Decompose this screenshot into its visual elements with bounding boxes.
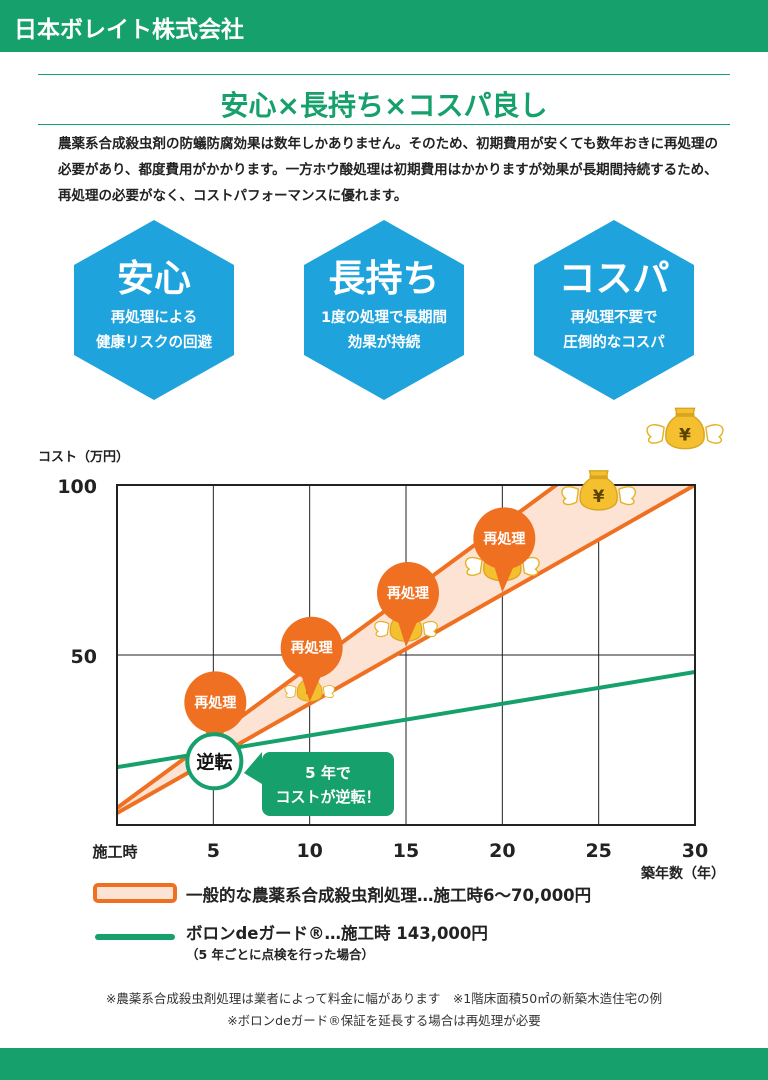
x-tick-label: 5 [207,840,220,862]
bubble-circle [184,671,247,734]
x-tick-label: 施工時 [92,843,137,861]
legend-band-label: 一般的な農薬系合成殺虫剤処理…施工時6〜70,000円 [186,886,592,905]
feature-desc-line: 健康リスクの回避 [96,335,212,351]
feature-title: 安心 [117,257,191,300]
cost-chart: 施工時5101520253050100コスト（万円）築年数（年）¥¥¥¥¥再処理… [38,407,725,880]
retreatment-bubble: 再処理 [473,507,536,593]
callout-box [262,752,394,816]
crossover-marker [185,732,244,791]
legend-swatches [93,883,177,940]
x-tick-label: 25 [585,840,611,862]
wing-right [422,620,438,638]
lead-paragraph: 農薬系合成殺虫剤の防蟻防腐効果は数年しかありません。そのため、初期費用が安くても… [58,136,719,204]
legend-line-label: ボロンdeガード®…施工時 143,000円 [186,924,488,943]
feature-title: 長持ち [328,257,440,300]
retreatment-bubble: 再処理 [184,671,247,757]
wing-right [705,424,724,444]
bag-body [665,407,705,450]
wing-left [561,486,580,506]
legend-band-swatch [93,883,177,903]
headline: 安心×長持ち×コスパ良し [220,89,548,122]
x-tick-label: 15 [393,840,419,862]
wing-right [521,556,540,576]
callout-pointer [244,752,262,784]
bag-tie [589,475,608,480]
moneybag-icon: ¥ [646,407,724,450]
bubble-circle [473,507,536,570]
retreatment-bubble: 再処理 [280,616,343,702]
y-axis-label: コスト（万円） [38,449,129,465]
wing-left [284,685,297,698]
callout-line: コストが逆転！ [275,788,380,806]
footnote: ※ボロンdeガード®保証を延長する場合は再処理が必要 [227,1013,541,1028]
bubble-label: 再処理 [291,640,333,657]
x-tick-label: 20 [489,840,515,862]
plot-frame [116,484,696,826]
retreatment-bubble: 再処理 [377,562,439,648]
bag-body [579,470,618,511]
wing-left [646,424,665,444]
wing-right [322,685,335,698]
bubble-label: 再処理 [194,694,236,711]
y-tick-label: 50 [71,646,97,668]
legend-line-note: （5 年ごとに点検を行った場合） [186,947,375,962]
headline-top-rule [38,74,730,75]
feature-title: コスパ [558,257,670,300]
x-tick-label: 30 [682,840,708,862]
feature-desc-line: 再処理による [110,310,198,326]
y-tick-label: 100 [57,476,97,498]
bubble-circle [280,616,343,679]
moneybag-icon: ¥ [561,470,637,511]
wing-left [374,620,390,638]
feature-desc-line: 再処理不要で [570,310,658,326]
bubble-circle [377,562,439,625]
bag-tie [675,413,695,417]
feature-hexagon: 安心 再処理による 健康リスクの回避 [74,220,234,400]
footnote: ※農薬系合成殺虫剤処理は業者によって料金に幅があります ※1階床面積50㎡の新築… [105,991,663,1006]
x-axis-label: 築年数（年） [640,865,725,880]
wing-right [618,486,637,506]
wing-left [464,556,483,576]
x-tick-label: 10 [296,840,322,862]
bubble-label: 再処理 [483,530,525,547]
callout-line: 5 年で [305,764,351,782]
feature-desc-line: 効果が持続 [347,335,421,351]
money-symbol: ¥ [593,487,605,506]
header-bar: 日本ボレイト株式会社 [0,0,768,52]
legend-line-swatch [95,934,175,940]
money-symbol: ¥ [679,426,691,446]
company-name: 日本ボレイト株式会社 [14,17,244,43]
feature-hexagon: コスパ 再処理不要で 圧倒的なコスパ [534,220,694,400]
feature-desc-line: 1度の処理で長期間 [320,310,448,326]
feature-desc-line: 圧倒的なコスパ [563,335,665,351]
crossover-label: 逆転 [196,751,232,773]
footer-bar [0,1048,768,1080]
feature-hexagon: 長持ち 1度の処理で長期間 効果が持続 [304,220,464,400]
headline-bottom-rule [38,124,730,125]
bubble-label: 再処理 [387,585,429,602]
